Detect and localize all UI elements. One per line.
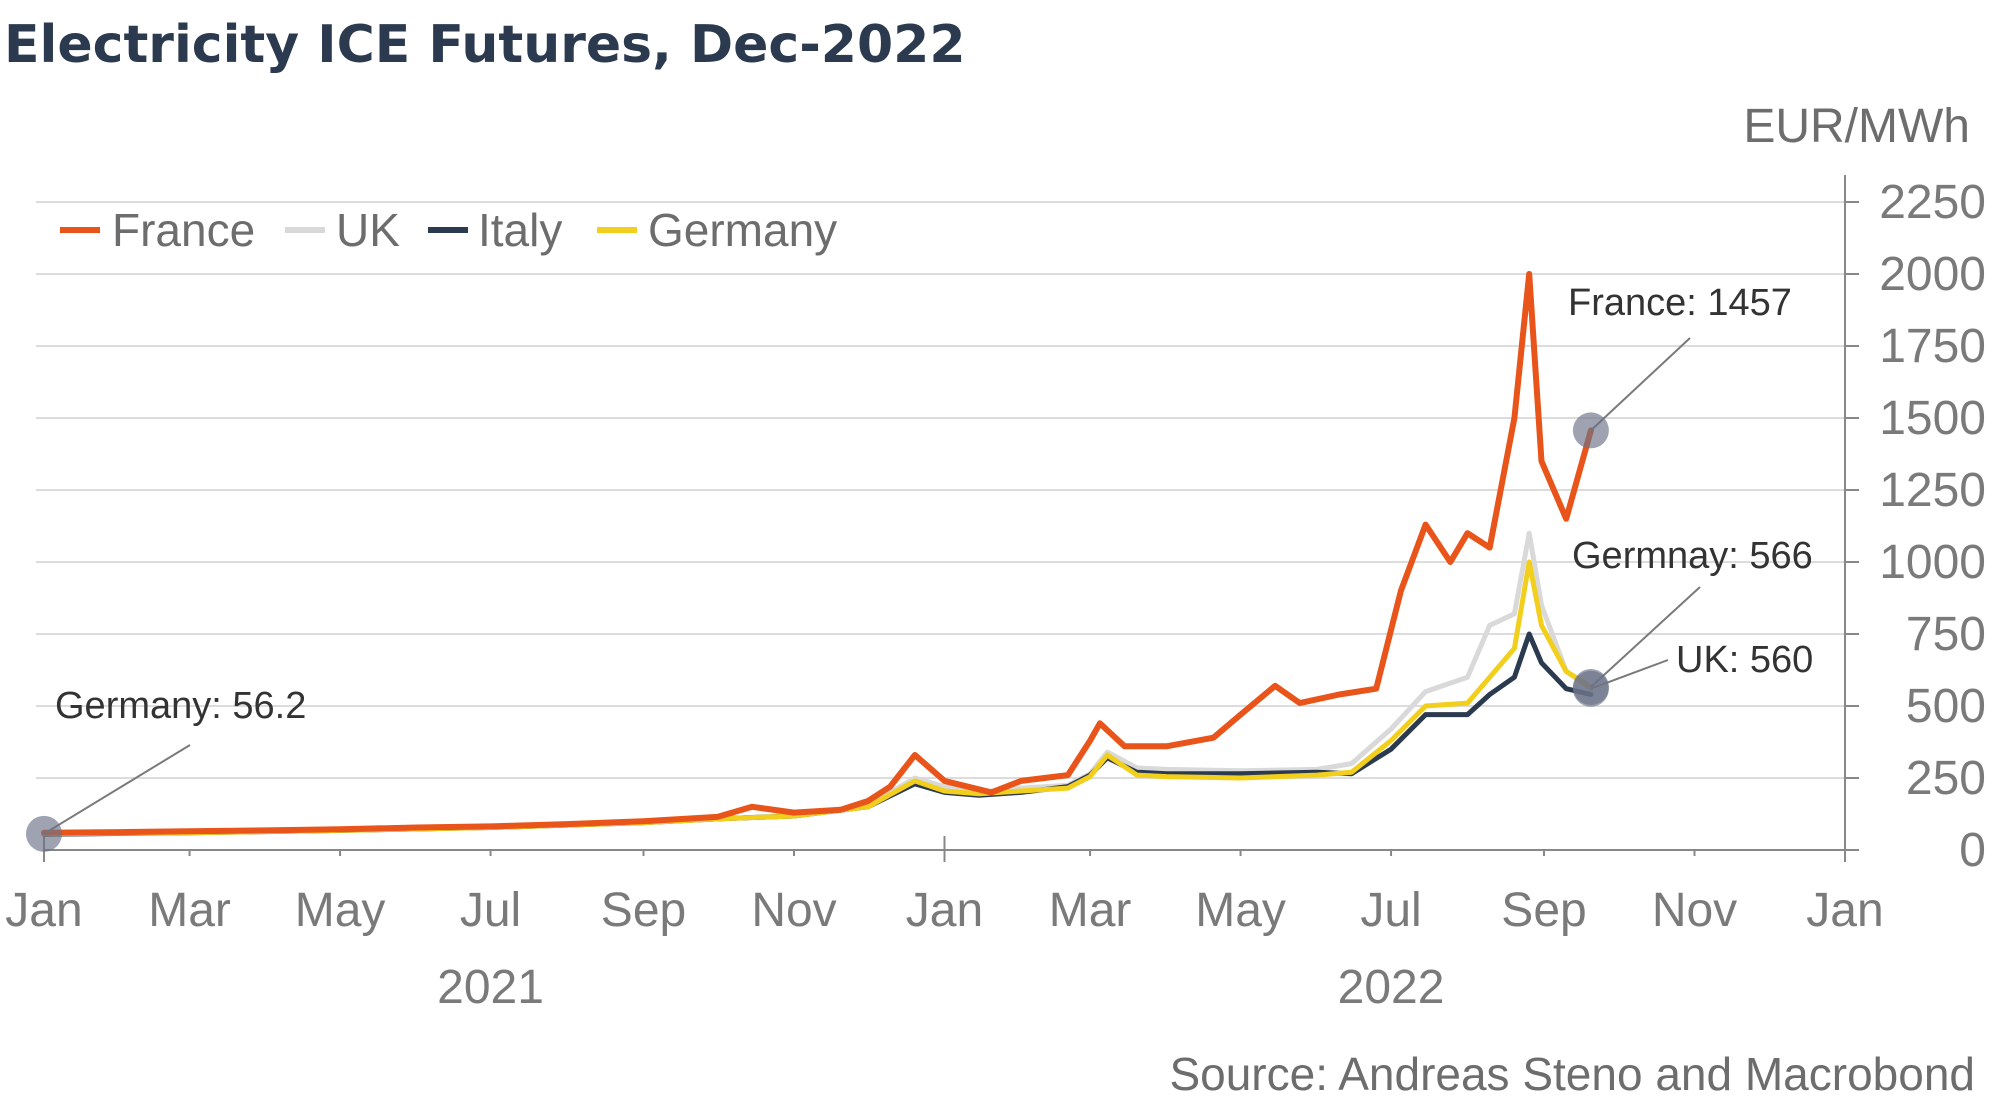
x-tick-label-jan-6: Jan [906, 884, 983, 937]
x-tick-label-sep-10: Sep [1501, 884, 1586, 937]
legend-label-france: France [112, 204, 255, 256]
legend-label-germany: Germany [648, 204, 837, 256]
legend-label-italy: Italy [478, 204, 562, 256]
series-line-italy [41, 631, 1594, 837]
y-axis: 0 250 500 750 1000 1250 1500 1750 2000 2250 [1844, 175, 1986, 877]
y-tick-label-1500: 1500 [1879, 392, 1986, 445]
annotation-leader-0 [43, 744, 191, 835]
annotation-label-germany-56-2: Germany: 56.2 [55, 685, 306, 727]
x-tick-label-sep-4: Sep [601, 884, 686, 937]
annotation-label-uk-560: UK: 560 [1676, 639, 1813, 681]
y-tick-label-750: 750 [1906, 608, 1986, 661]
y-tick-label-250: 250 [1906, 752, 1986, 805]
x-tick-label-mar-7: Mar [1049, 884, 1132, 937]
y-tick-label-1000: 1000 [1879, 536, 1986, 589]
x-tick-label-jan-0: Jan [5, 884, 82, 937]
x-tick-label-nov-11: Nov [1652, 884, 1737, 937]
annotations: Germany: 56.2 France: 1457 Germnay: 566 UK:… [26, 282, 1813, 852]
series-lines [41, 271, 1594, 837]
chart-title: Electricity ICE Futures, Dec-2022 [4, 15, 966, 75]
year-label-2021: 2021 [437, 961, 544, 1014]
annotation-marker-germany-0 [26, 815, 62, 852]
gridlines [36, 201, 1845, 779]
x-tick-label-jul-9: Jul [1360, 884, 1421, 937]
x-tick-label-mar-1: Mar [148, 884, 231, 937]
y-tick-label-1750: 1750 [1879, 320, 1986, 373]
x-tick-label-jul-3: Jul [460, 884, 521, 937]
legend: France UK Italy Germany [60, 204, 837, 256]
annotation-label-germnay-566: Germnay: 566 [1572, 535, 1813, 577]
x-tick-label-jan-12: Jan [1806, 884, 1883, 937]
x-axis: Jan Mar May Jul Sep Nov Jan Mar May Jul Sep Nov Jan 2… [5, 836, 1884, 1014]
y-tick-label-1250: 1250 [1879, 464, 1986, 517]
annotation-marker-uk-3 [1572, 670, 1609, 707]
x-tick-label-may-8: May [1195, 884, 1286, 937]
year-label-2022: 2022 [1338, 961, 1445, 1014]
annotation-label-france-1457: France: 1457 [1568, 282, 1792, 324]
x-tick-label-may-2: May [295, 884, 386, 937]
y-axis-unit: EUR/MWh [1743, 100, 1970, 153]
y-tick-label-2250: 2250 [1879, 176, 1986, 229]
y-tick-label-0: 0 [1959, 824, 1986, 877]
series-line-uk [41, 530, 1594, 837]
x-tick-label-nov-5: Nov [751, 884, 836, 937]
y-tick-label-500: 500 [1906, 680, 1986, 733]
series-line-france [41, 271, 1594, 836]
annotation-leader-2 [1590, 586, 1701, 688]
source-note: Source: Andreas Steno and Macrobond [1169, 1048, 1975, 1100]
annotation-leader-1 [1590, 337, 1691, 432]
annotation-marker-france-1 [1572, 412, 1609, 449]
legend-label-uk: UK [336, 204, 400, 256]
y-tick-label-2000: 2000 [1879, 248, 1986, 301]
